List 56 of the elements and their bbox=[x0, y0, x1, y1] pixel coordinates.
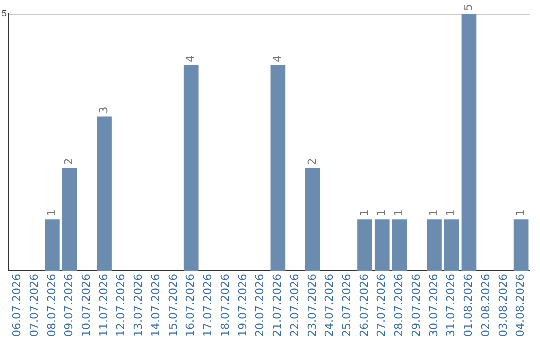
x-tick-label: 21.07.2026 bbox=[271, 274, 284, 338]
x-tick-label: 24.07.2026 bbox=[323, 274, 336, 338]
data-label: 1 bbox=[444, 210, 458, 217]
bar bbox=[392, 220, 408, 272]
data-label: 1 bbox=[375, 210, 388, 217]
x-tick-label: 17.07.2026 bbox=[202, 274, 215, 338]
x-tick-label: 12.07.2026 bbox=[114, 274, 128, 338]
x-tick-label: 28.07.2026 bbox=[392, 274, 406, 338]
x-tick-label: 03.08.2026 bbox=[496, 274, 510, 338]
x-tick-label: 30.07.2026 bbox=[427, 274, 440, 338]
x-tick-label: 22.07.2026 bbox=[288, 274, 302, 338]
data-label: 4 bbox=[271, 55, 284, 62]
x-tick-label: 20.07.2026 bbox=[254, 274, 267, 338]
x-tick-label: 27.07.2026 bbox=[375, 274, 388, 338]
data-label: 1 bbox=[45, 210, 58, 217]
x-tick-label: 19.07.2026 bbox=[236, 274, 250, 338]
data-label: 2 bbox=[62, 158, 76, 166]
bar bbox=[97, 116, 112, 272]
data-label: 5 bbox=[462, 4, 476, 11]
x-tick-label: 02.08.2026 bbox=[479, 274, 492, 338]
x-tick-label: 09.07.2026 bbox=[62, 274, 76, 338]
bar bbox=[358, 220, 372, 272]
x-tick-label: 07.07.2026 bbox=[28, 274, 41, 338]
x-tick-label: 10.07.2026 bbox=[80, 274, 94, 338]
data-label: 1 bbox=[392, 210, 406, 217]
data-label: 1 bbox=[514, 210, 528, 217]
x-tick-label: 18.07.2026 bbox=[218, 274, 232, 338]
bar bbox=[184, 65, 199, 272]
data-label: 1 bbox=[427, 210, 440, 217]
bar bbox=[462, 14, 477, 272]
bar bbox=[427, 220, 442, 272]
data-label: 1 bbox=[358, 210, 371, 217]
x-tick-label: 26.07.2026 bbox=[358, 274, 371, 338]
x-tick-label: 23.07.2026 bbox=[306, 274, 319, 338]
x-tick-label: 08.07.2026 bbox=[45, 274, 58, 338]
x-tick-label: 14.07.2026 bbox=[149, 274, 162, 338]
x-tick-label: 11.07.2026 bbox=[97, 274, 110, 338]
bar bbox=[270, 65, 286, 272]
bar bbox=[514, 220, 529, 272]
data-label: 2 bbox=[306, 158, 319, 166]
x-tick-label: 13.07.2026 bbox=[132, 274, 146, 338]
x-tick-label: 06.07.2026 bbox=[10, 274, 24, 338]
data-label: 4 bbox=[184, 55, 198, 62]
bar bbox=[374, 220, 390, 272]
x-tick-label: 04.08.2026 bbox=[514, 274, 528, 338]
bar bbox=[444, 220, 460, 272]
bar bbox=[305, 168, 320, 272]
data-label: 3 bbox=[97, 106, 110, 114]
x-tick-label: 01.08.2026 bbox=[462, 274, 476, 338]
x-tick-label: 16.07.2026 bbox=[184, 274, 198, 338]
x-tick-label: 15.07.2026 bbox=[166, 274, 180, 338]
bar bbox=[45, 220, 60, 272]
x-tick-label: 31.07.2026 bbox=[444, 274, 458, 338]
x-tick-label: 29.07.2026 bbox=[410, 274, 423, 338]
bar bbox=[62, 168, 78, 272]
x-tick-label: 25.07.2026 bbox=[340, 274, 354, 338]
